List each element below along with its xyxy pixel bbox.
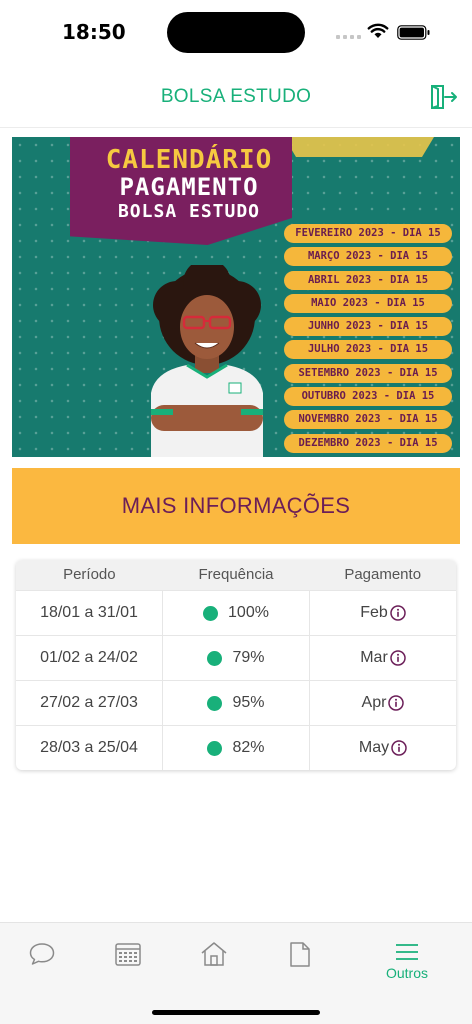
header-payment: Pagamento xyxy=(344,566,422,583)
payment-month: May xyxy=(358,739,390,756)
period-cell: 28/03 a 25/04 xyxy=(40,739,138,756)
nav-chat[interactable] xyxy=(14,941,70,997)
banner-title-line1: CALENDÁRIO xyxy=(105,145,273,175)
document-icon xyxy=(290,942,310,967)
info-icon[interactable] xyxy=(391,740,407,756)
more-info-label: MAIS INFORMAÇÕES xyxy=(121,493,351,518)
table-row: 18/01 a 31/01 100% Feb xyxy=(16,590,456,635)
table-row: 28/03 a 25/04 82% May xyxy=(16,725,456,770)
table-header: Período Frequência Pagamento xyxy=(16,560,456,590)
payment-date-item: JUNHO 2023 - DIA 15 xyxy=(284,317,452,337)
info-icon[interactable] xyxy=(388,695,405,711)
frequency-cell: 100% xyxy=(162,591,309,635)
home-indicator xyxy=(152,1010,320,1015)
info-icon[interactable] xyxy=(390,650,406,666)
more-info-button[interactable]: MAIS INFORMAÇÕES xyxy=(12,468,460,544)
payment-dates-list: FEVEREIRO 2023 - DIA 15 MARÇO 2023 - DIA… xyxy=(284,224,452,457)
page-title: BOLSA ESTUDO xyxy=(160,86,312,107)
table-row: 27/02 a 27/03 95% Apr xyxy=(16,680,456,725)
nav-others-label: Outros xyxy=(385,965,428,981)
payment-month: Mar xyxy=(360,649,388,666)
table-row: 01/02 a 24/02 79% Mar xyxy=(16,635,456,680)
payment-date-item: JULHO 2023 - DIA 15 xyxy=(284,340,452,360)
menu-icon xyxy=(396,944,418,960)
wifi-icon xyxy=(367,23,389,38)
banner-title-background xyxy=(70,137,292,245)
status-bar: 18:50 xyxy=(0,0,472,64)
status-dot-icon xyxy=(207,740,223,756)
frequency-value: 95% xyxy=(232,694,265,711)
nav-others[interactable]: Outros xyxy=(379,941,435,997)
logout-icon[interactable] xyxy=(428,84,458,110)
payment-calendar-banner: CALENDÁRIO PAGAMENTO BOLSA ESTUDO FEVERE… xyxy=(12,137,460,457)
dynamic-island xyxy=(167,12,305,53)
app-header: BOLSA ESTUDO xyxy=(0,64,472,128)
frequency-cell: 95% xyxy=(162,681,309,725)
status-dot-icon xyxy=(203,605,219,621)
frequency-value: 79% xyxy=(232,649,265,666)
payment-date-item: ABRIL 2023 - DIA 15 xyxy=(284,270,452,290)
status-dot-icon xyxy=(207,695,223,711)
payment-cell[interactable]: Mar xyxy=(309,636,456,680)
home-icon xyxy=(201,942,227,966)
payment-date-item: FEVEREIRO 2023 - DIA 15 xyxy=(284,224,452,243)
payment-date-item: MARÇO 2023 - DIA 15 xyxy=(284,247,452,267)
payment-date-item: DEZEMBRO 2023 - DIA 15 xyxy=(284,433,452,453)
info-icon[interactable] xyxy=(390,605,406,621)
period-cell: 18/01 a 31/01 xyxy=(40,604,138,621)
header-period: Período xyxy=(63,566,116,583)
payment-cell[interactable]: Feb xyxy=(309,591,456,635)
frequency-cell: 82% xyxy=(162,726,309,770)
payment-date-item: OUTUBRO 2023 - DIA 15 xyxy=(284,387,452,407)
period-cell: 27/02 a 27/03 xyxy=(40,694,138,711)
payment-date-item: MAIO 2023 - DIA 15 xyxy=(284,293,452,313)
status-time: 18:50 xyxy=(62,20,126,44)
payment-month: Apr xyxy=(361,694,387,711)
payment-date-item: SETEMBRO 2023 - DIA 15 xyxy=(284,363,452,383)
nav-home[interactable] xyxy=(186,941,242,997)
status-dot-icon xyxy=(207,650,223,666)
nav-calendar[interactable] xyxy=(100,941,156,997)
frequency-cell: 79% xyxy=(162,636,309,680)
banner-title-line2: PAGAMENTO xyxy=(119,173,259,201)
battery-icon xyxy=(397,25,430,40)
chat-icon xyxy=(29,943,55,965)
payment-cell[interactable]: Apr xyxy=(309,681,456,725)
attendance-table: Período Frequência Pagamento 18/01 a 31/… xyxy=(16,560,456,770)
bottom-nav: Outros xyxy=(0,922,472,1024)
banner-title-line3: BOLSA ESTUDO xyxy=(117,201,261,222)
frequency-value: 100% xyxy=(228,604,269,621)
calendar-icon xyxy=(115,943,141,966)
payment-month: Feb xyxy=(360,604,388,621)
payment-date-item: NOVEMBRO 2023 - DIA 15 xyxy=(284,410,452,430)
header-frequency: Frequência xyxy=(198,566,274,583)
nav-document[interactable] xyxy=(272,941,328,997)
student-illustration xyxy=(151,265,263,457)
frequency-value: 82% xyxy=(232,739,265,756)
payment-cell[interactable]: May xyxy=(309,726,456,770)
signal-icon xyxy=(336,35,361,39)
period-cell: 01/02 a 24/02 xyxy=(40,649,138,666)
